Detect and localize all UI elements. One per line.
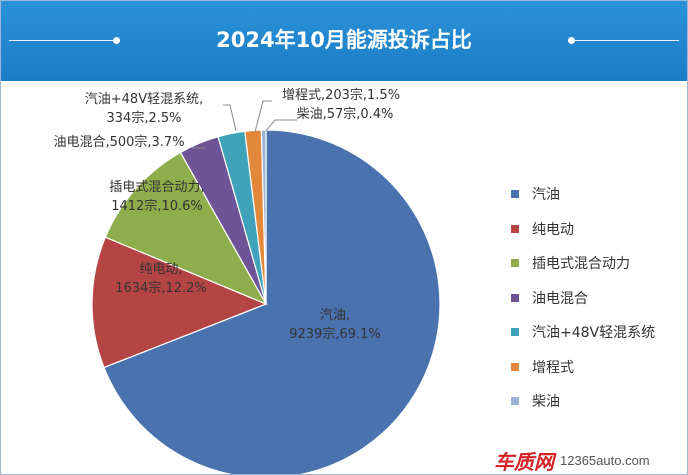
pie-slice-1: [91, 236, 268, 369]
watermark: 车质网 12365auto.com: [494, 447, 650, 474]
watermark-url: 12365auto.com: [560, 452, 650, 468]
legend-swatch-1: [511, 224, 519, 233]
banner-dot-left: [113, 37, 120, 44]
legend-item-3: 油电混合: [511, 281, 655, 316]
banner-dot-right: [568, 37, 575, 44]
legend-swatch-3: [511, 293, 519, 302]
legend-item-2: 插电式混合动力: [511, 246, 655, 281]
legend-item-0: 汽油: [511, 177, 655, 212]
data-label-1: 纯电动, 1634宗,12.2%: [115, 262, 207, 296]
legend-label-6: 柴油: [532, 394, 560, 411]
data-label-5: 增程式,203宗,1.5%: [282, 87, 400, 103]
legend-swatch-4: [511, 328, 519, 337]
legend-swatch-5: [511, 362, 519, 371]
legend-item-4: 汽油+48V轻混系统: [511, 315, 655, 350]
data-label-0: 汽油, 9239宗,69.1%: [289, 308, 381, 342]
legend-item-1: 纯电动: [511, 212, 655, 247]
pie-slice-2: [104, 151, 268, 306]
chart-legend: 汽油纯电动插电式混合动力 油电混合汽油+48V轻混系统 增程式柴油: [511, 177, 655, 419]
data-label-6: 柴油,57宗,0.4%: [297, 106, 394, 122]
data-label-4: 汽油+48V轻混系统, 334宗,2.5%: [85, 92, 203, 126]
pie-slice-0: [103, 129, 441, 474]
legend-swatch-2: [511, 259, 519, 268]
legend-label-2: 插电式混合动力: [532, 256, 630, 273]
title-banner: 2024年10月能源投诉占比: [1, 1, 687, 81]
legend-swatch-0: [511, 190, 519, 199]
legend-swatch-6: [511, 397, 519, 406]
leader-line-4: [223, 104, 237, 132]
banner-rule-left: [9, 40, 115, 41]
data-label-2: 插电式混合动力, 1412宗,10.6%: [109, 180, 204, 214]
watermark-logo: 车质网: [494, 449, 554, 474]
legend-label-3: 油电混合: [532, 290, 588, 307]
leader-line-6: [265, 119, 297, 132]
chart-title: 2024年10月能源投诉占比: [216, 28, 472, 52]
legend-label-5: 增程式: [532, 359, 574, 376]
legend-item-5: 增程式: [511, 350, 655, 385]
legend-label-1: 纯电动: [532, 221, 574, 238]
data-label-3: 油电混合,500宗,3.7%: [53, 134, 184, 150]
legend-item-6: 柴油: [511, 384, 655, 419]
pie-slice-6: [260, 129, 267, 305]
legend-label-0: 汽油: [532, 187, 560, 204]
legend-label-4: 汽油+48V轻混系统: [532, 325, 656, 342]
leader-line-5: [254, 100, 272, 133]
banner-rule-right: [573, 40, 679, 41]
